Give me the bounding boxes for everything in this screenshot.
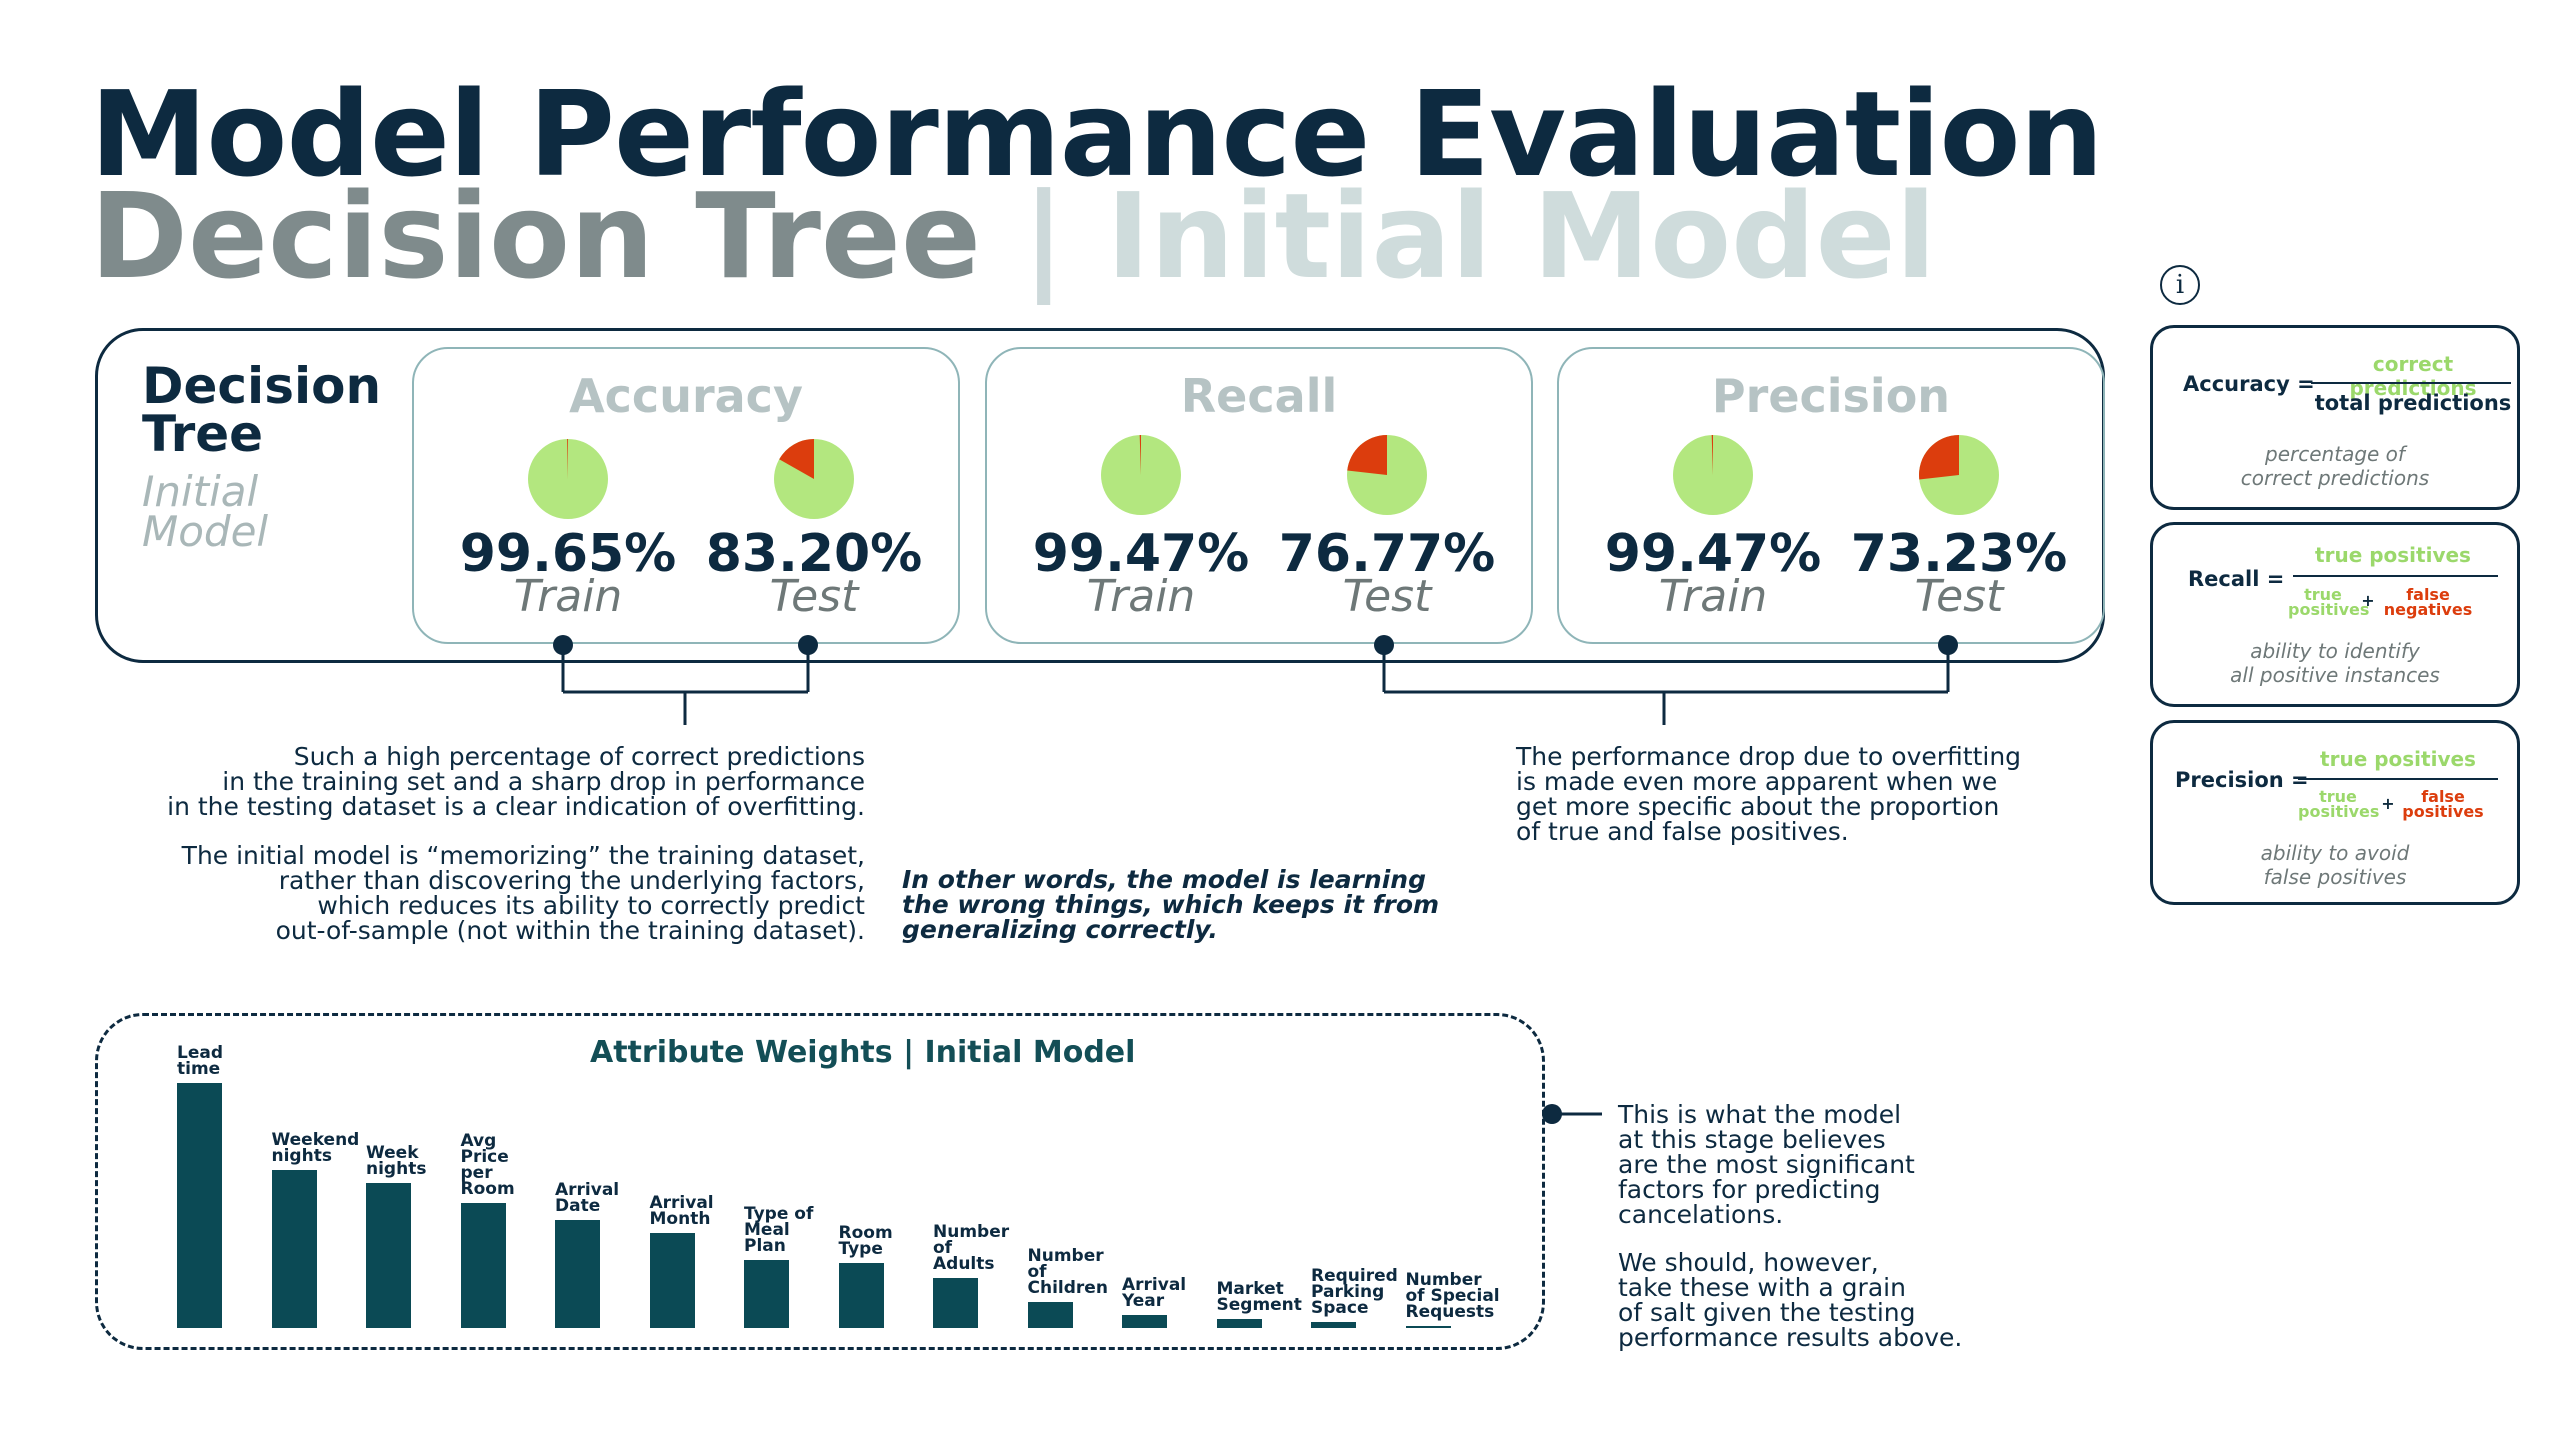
pie-error-slice <box>1711 435 1713 475</box>
accuracy-numerator: correct predictions <box>2349 352 2477 400</box>
accuracy-test-pie <box>774 439 854 519</box>
pie-error-slice <box>1139 435 1141 475</box>
pie-error-slice <box>567 439 568 479</box>
model-stage: Initial Model <box>142 467 269 556</box>
recall-den-true-positives: true positives <box>2288 585 2370 619</box>
precision-numerator: true positives <box>2320 747 2476 771</box>
accuracy-test-label: Test <box>769 571 859 622</box>
chart-title: Attribute Weights | Initial Model <box>590 1035 1136 1070</box>
pie-error-slice <box>1919 435 1959 480</box>
recall-test-label: Test <box>1342 571 1432 622</box>
note-grain-of-salt: We should, however, take these with a gr… <box>1618 1248 1963 1352</box>
fraction-line <box>2311 382 2511 384</box>
note-overfitting: Such a high percentage of correct predic… <box>167 742 865 821</box>
precision-formula-box: Precision = true positives true positives… <box>2150 720 2520 905</box>
note-in-other-words: In other words, the model is learning th… <box>902 865 1440 944</box>
accuracy-description: percentage of correct predictions <box>2240 442 2430 490</box>
recall-test-pie <box>1347 435 1427 515</box>
precision-train-pie <box>1673 435 1753 515</box>
accuracy-formula-name: Accuracy = <box>2183 372 2315 396</box>
accuracy-formula-box: Accuracy = correct predictions total pre… <box>2150 325 2520 510</box>
precision-den-false-positives: false positives <box>2402 787 2484 821</box>
model-name: Decision Tree <box>142 357 382 463</box>
pie-error-slice <box>779 439 814 479</box>
precision-test-value: 73.23% <box>1850 524 2068 584</box>
recall-description: ability to identify all positive instance… <box>2230 639 2440 687</box>
recall-title: Recall <box>1180 369 1338 423</box>
precision-card: Precision 99.47% 73.23% Train Test <box>1557 347 2105 644</box>
precision-den-true-positives: true positives <box>2298 787 2380 821</box>
precision-title: Precision <box>1711 369 1951 423</box>
accuracy-train-label: Train <box>513 571 623 622</box>
note-model-believes: This is what the model at this stage bel… <box>1618 1100 1915 1229</box>
precision-test-pie <box>1919 435 1999 515</box>
accuracy-train-value: 99.65% <box>459 524 677 584</box>
subtitle-separator: | <box>1022 167 1066 305</box>
recall-train-label: Train <box>1086 571 1196 622</box>
note-memorizing: The initial model is “memorizing” the tr… <box>181 841 865 945</box>
precision-train-value: 99.47% <box>1604 524 1822 584</box>
recall-numerator: true positives <box>2315 543 2471 567</box>
connector-dot <box>798 635 818 655</box>
note-performance-drop: The performance drop due to overfitting … <box>1516 742 2022 846</box>
accuracy-train-pie <box>528 439 608 519</box>
plus-sign: + <box>2361 591 2375 610</box>
page-subtitle: Decision Tree | Initial Model <box>90 171 1936 302</box>
connector-dot <box>1938 635 1958 655</box>
info-icon[interactable]: i <box>2160 265 2200 305</box>
connector-dot <box>1374 635 1394 655</box>
accuracy-test-value: 83.20% <box>705 524 923 584</box>
recall-train-pie <box>1101 435 1181 515</box>
connector-dot <box>1542 1104 1562 1124</box>
accuracy-card: Accuracy 99.65% 83.20% Train Test <box>412 347 960 644</box>
pie-error-slice <box>1347 435 1387 475</box>
recall-formula-name: Recall = <box>2188 567 2285 591</box>
plus-sign: + <box>2381 794 2395 813</box>
accuracy-denominator: total predictions <box>2314 391 2512 415</box>
subtitle-model: Decision Tree <box>90 167 981 305</box>
fraction-line <box>2293 575 2498 577</box>
precision-train-label: Train <box>1658 571 1768 622</box>
attribute-weights-panel <box>95 1013 1545 1350</box>
recall-test-value: 76.77% <box>1278 524 1496 584</box>
recall-formula-box: Recall = true positives true positives + … <box>2150 522 2520 707</box>
subtitle-stage: Initial Model <box>1106 167 1937 305</box>
precision-formula-name: Precision = <box>2175 768 2309 792</box>
recall-den-false-negatives: false negatives <box>2383 585 2473 619</box>
page-title: Model Performance Evaluation <box>90 65 2104 203</box>
precision-description: ability to avoid false positives <box>2260 841 2410 889</box>
recall-card: Recall 99.47% 76.77% Train Test <box>985 347 1533 644</box>
precision-test-label: Test <box>1914 571 2004 622</box>
connector-dot <box>553 635 573 655</box>
recall-train-value: 99.47% <box>1032 524 1250 584</box>
accuracy-title: Accuracy <box>569 369 803 423</box>
fraction-line <box>2298 778 2498 780</box>
